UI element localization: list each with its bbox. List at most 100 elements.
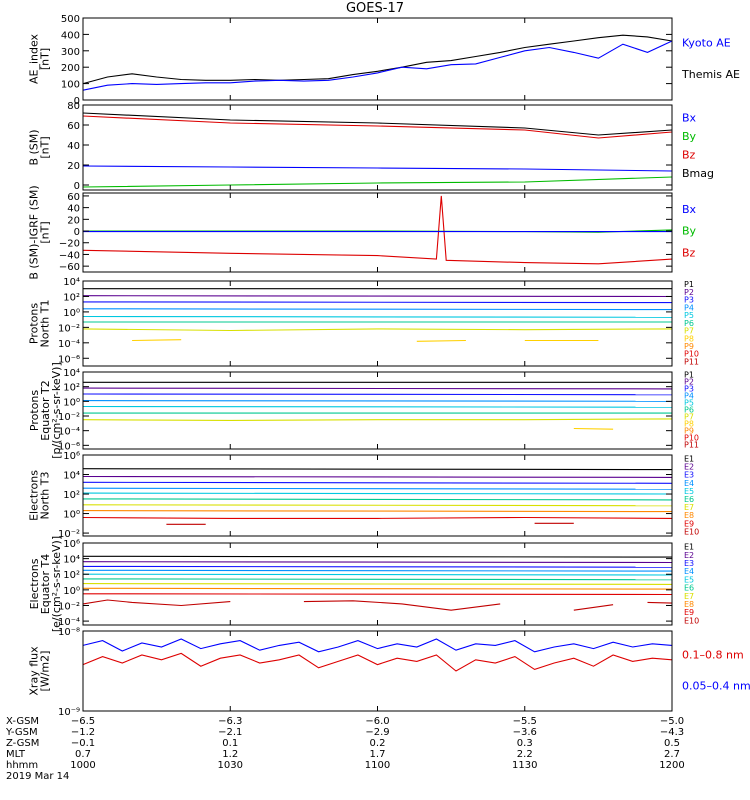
legend-label: E2 [684,551,694,560]
y-axis-label-line: Equator T4 [39,554,52,614]
y-tick-label: 10² [63,292,80,303]
legend-label: P11 [684,357,699,366]
y-tick-label: 10⁴ [63,277,80,288]
y-axis-label-line: Electrons [28,558,41,609]
series-line-bz [82,115,673,139]
y-tick-label: 60 [67,121,80,132]
series-line-e1 [82,555,673,558]
x-axis-value: −5.0 [660,716,684,727]
x-axis-row-label: X-GSM [6,716,39,727]
legend-label: E8 [684,511,694,520]
legend-label: P1 [684,371,694,380]
y-tick-label: 20 [67,215,80,226]
legend-label: E9 [684,608,694,617]
x-axis-value: −6.3 [218,716,242,727]
y-axis-label: ElectronsNorth T3 [28,470,52,521]
legend-label: Bz [682,149,696,162]
series-line-p3 [82,393,673,396]
y-axis-label-line: Electrons [28,470,41,521]
y-axis-label: AE_index[nT] [28,33,52,84]
y-tick-label: 10⁻⁸ [58,627,80,638]
y-tick-label: 10⁴ [63,555,80,566]
legend-label: P8 [684,420,694,429]
series-line-p2 [82,295,673,298]
series-line-e5 [82,573,673,576]
legend-label: P10 [684,434,699,443]
legend-label: P4 [684,392,694,401]
y-tick-label: 0 [74,227,80,238]
legend-label: E10 [684,527,699,536]
x-axis-row-label: hhmm [6,760,38,771]
series-line-e9 [82,516,673,519]
series-line-kyoto-ae [82,40,673,91]
series-line-e4 [82,569,673,572]
x-axis-value: 2.7 [664,749,680,760]
y-tick-label: 10⁻² [58,412,80,423]
y-axis-label-line: [e/(cm²-s-sr-keV)] [50,536,63,632]
y-tick-label: 10⁴ [63,368,80,379]
series-line-e10c [573,604,614,611]
series-line-bx [82,165,673,172]
panel-1: 0 100 200 300 400 500 AE_index[nT] Kyoto AE Them… [28,14,740,107]
x-axis-value: 0.3 [517,738,533,749]
series-line-themis-ae [82,34,673,85]
series-line-p8b [416,339,466,342]
y-tick-label: 200 [61,63,80,74]
y-tick-label: 10² [63,490,80,501]
y-tick-label: −60 [59,262,80,273]
y-tick-label: 10⁰ [63,510,80,521]
legend-label: Themis AE [681,68,740,81]
legend-label: P1 [684,280,694,289]
series-line-e10d [647,601,673,604]
y-axis-label-line: Protons [28,390,41,431]
x-axis-value: 0.7 [75,749,91,760]
y-axis-label-line: [nT] [39,221,52,243]
panel-frame [82,104,673,191]
y-tick-label: 10⁶ [63,539,80,550]
series-line-e6 [82,578,673,581]
y-tick-label: 10⁻⁴ [58,617,80,628]
x-axis-value: −6.0 [365,716,389,727]
x-axis-row-label: Z-GSM [6,738,39,749]
chart-title: GOES-17 [345,1,404,16]
x-axis-value: 1.7 [370,749,386,760]
y-tick-label: 10⁰ [63,586,80,597]
legend-label: E10 [684,616,699,625]
series-line-e10 [82,599,231,607]
series-line-e6 [82,498,673,501]
series-line-by [82,176,673,188]
legend-label: E4 [684,567,694,576]
x-axis-row-label: MLT [6,749,26,760]
legend-label: E8 [684,600,694,609]
legend-label: P8 [684,334,694,343]
legend-label: P2 [684,378,694,387]
y-axis-label: ProtonsNorth T1 [28,300,52,348]
y-axis-label-line: North T1 [39,300,52,348]
y-tick-label: 40 [67,204,80,215]
legend-label: P9 [684,342,694,351]
series-line-e1 [82,468,673,471]
series-line-0-1-0-8-nm [82,652,673,672]
y-tick-label: 300 [61,47,80,58]
x-axis-value: 0.2 [370,738,386,749]
y-tick-label: 10⁶ [63,451,80,462]
series-line-p7 [82,328,673,332]
y-tick-label: 10⁴ [63,471,80,482]
legend-label: 0.1–0.8 nm [682,649,744,662]
legend-label: P7 [684,413,694,422]
series-line-p7 [82,418,673,421]
legend-label: E9 [684,519,694,528]
series-line-p4 [82,308,673,311]
y-axis-label-line: Protons [28,303,41,344]
x-axis-value: −2.1 [218,727,242,738]
legend-label: P6 [684,406,694,415]
legend-label: Kyoto AE [682,36,731,49]
y-tick-label: 60 [67,192,80,203]
legend-label: P7 [684,327,694,336]
y-tick-label: 40 [67,141,80,152]
y-tick-label: 0 [74,181,80,192]
series-line-e8 [82,587,673,590]
y-tick-label: 10⁻⁹ [58,707,80,718]
